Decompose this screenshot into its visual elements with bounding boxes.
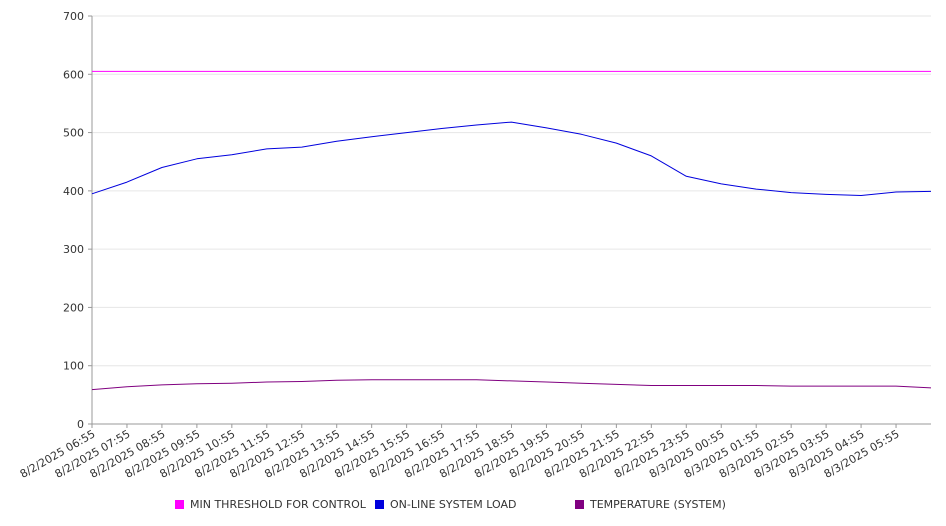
series-lines (91, 70, 932, 391)
y-axis-ticks: 0 100 200 300 400 500 600 700 (63, 10, 92, 431)
axes (91, 16, 931, 425)
legend-label-system-load: ON-LINE SYSTEM LOAD (390, 498, 517, 511)
y-tick-label: 300 (63, 243, 84, 256)
y-tick-label: 0 (77, 418, 84, 431)
legend: MIN THRESHOLD FOR CONTROL ON-LINE SYSTEM… (0, 498, 946, 514)
y-tick-label: 700 (63, 10, 84, 23)
line-chart: 0 100 200 300 400 500 600 700 8/2/2025 06:558/2… (18, 10, 932, 481)
y-tick-label: 100 (63, 360, 84, 373)
y-tick-label: 500 (63, 127, 84, 140)
y-tick-label: 400 (63, 185, 84, 198)
legend-item-system-load[interactable]: ON-LINE SYSTEM LOAD (375, 498, 516, 511)
legend-swatch-temperature (575, 500, 584, 509)
grid-lines (92, 15, 931, 367)
y-tick-label: 200 (63, 301, 84, 314)
legend-swatch-min-threshold (175, 500, 184, 509)
y-tick-label: 600 (63, 68, 84, 81)
series-line-system-load (91, 121, 932, 196)
x-axis-ticks: 8/2/2025 06:558/2/2025 07:558/2/2025 08:… (18, 424, 902, 481)
legend-item-min-threshold[interactable]: MIN THRESHOLD FOR CONTROL (175, 498, 366, 511)
legend-item-temperature[interactable]: TEMPERATURE (SYSTEM) (575, 498, 726, 511)
legend-swatch-system-load (375, 500, 384, 509)
legend-label-temperature: TEMPERATURE (SYSTEM) (590, 498, 726, 511)
series-line-temperature (91, 379, 932, 391)
legend-label-min-threshold: MIN THRESHOLD FOR CONTROL (190, 498, 366, 511)
